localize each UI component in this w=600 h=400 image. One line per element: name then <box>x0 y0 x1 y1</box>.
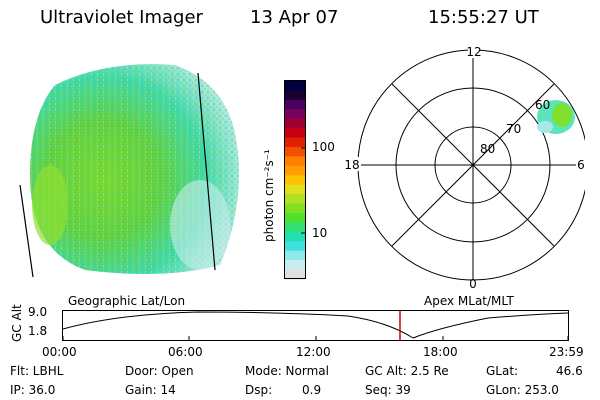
timeline-left-caption: Geographic Lat/Lon <box>68 294 186 308</box>
faint-region <box>170 180 230 270</box>
mlt-label-0: 0 <box>469 277 477 290</box>
colorbar-segment <box>285 137 305 148</box>
limb-line <box>19 184 34 278</box>
timeline-xtick-0600: 06:00 <box>168 345 203 359</box>
app-title: Ultraviolet Imager <box>40 7 203 28</box>
colorbar-segment <box>285 260 305 271</box>
colorbar-segment <box>285 147 305 157</box>
header-date: 13 Apr 07 <box>250 7 339 28</box>
altitude-curve <box>62 311 569 339</box>
colorbar-segment <box>285 194 305 205</box>
terminator-line <box>197 72 216 271</box>
colorbar-segment <box>285 203 305 214</box>
colorbar-segment <box>285 156 305 167</box>
colorbar-segment <box>285 213 305 223</box>
colorbar-segment <box>285 175 305 186</box>
colorbar-segment <box>285 269 305 280</box>
mlt-label-18: 18 <box>344 158 359 172</box>
glon-readout: GLon: 253.0 <box>486 383 559 397</box>
header-time: 15:55:27 UT <box>428 7 539 28</box>
colorbar-segment <box>285 184 305 195</box>
mlt-label-6: 6 <box>577 158 585 172</box>
lat-label-60: 60 <box>535 98 550 112</box>
timeline-plot <box>62 310 569 341</box>
auroral-oval-patch <box>537 100 575 134</box>
geographic-uv-image <box>19 64 239 278</box>
timeline-right-caption: Apex MLat/MLT <box>424 294 514 308</box>
colorbar-segment <box>285 118 305 129</box>
gc-alt-readout: GC Alt: 2.5 Re <box>365 364 449 378</box>
colorbar-segment <box>285 109 305 120</box>
colorbar-segment <box>285 81 305 91</box>
colorbar-segment <box>285 222 305 233</box>
colorbar-tick-10: 10 <box>312 226 328 240</box>
seq-readout: Seq: 39 <box>365 383 411 397</box>
timeline-ytick-1-8: 1.8 <box>28 324 48 338</box>
timeline-y-axis-label: GC Alt <box>10 304 24 342</box>
colorbar-segment <box>285 128 305 139</box>
lat-label-80: 80 <box>480 142 495 156</box>
bright-edge-region <box>32 165 68 245</box>
mode-readout: Mode: Normal <box>245 364 329 378</box>
colorbar-segment <box>285 165 305 176</box>
glat-value: 46.6 <box>556 364 583 378</box>
colorbar-segment <box>285 99 305 110</box>
ip-readout: IP: 36.0 <box>10 383 56 397</box>
timeline-xtick-1800: 18:00 <box>423 345 458 359</box>
dsp-value: 0.9 <box>302 383 322 397</box>
glat-label: GLat: <box>486 364 519 378</box>
colorbar-segment <box>285 250 305 261</box>
colorbar-segment <box>285 241 305 252</box>
timeline-xtick-2359: 23:59 <box>549 345 584 359</box>
colorbar-segment <box>285 231 305 242</box>
lat-label-70: 70 <box>506 122 521 136</box>
colorbar-unit-label: photon cm⁻²s⁻¹ <box>262 149 276 242</box>
door-readout: Door: Open <box>125 364 194 378</box>
dsp-label: Dsp: <box>245 383 273 397</box>
timeline-ytick-9: 9.0 <box>28 305 48 319</box>
polar-mlat-mlt-plot: 12 18 6 0 60 70 80 <box>343 45 585 290</box>
filter-readout: Flt: LBHL <box>10 364 64 378</box>
gain-readout: Gain: 14 <box>125 383 176 397</box>
colorbar-segment <box>285 90 305 101</box>
timeline-xtick-0000: 00:00 <box>42 345 77 359</box>
timeline-xtick-1200: 12:00 <box>296 345 331 359</box>
mlt-label-12: 12 <box>466 45 481 59</box>
colorbar-tick-100: 100 <box>312 140 335 154</box>
colorbar <box>284 80 306 280</box>
